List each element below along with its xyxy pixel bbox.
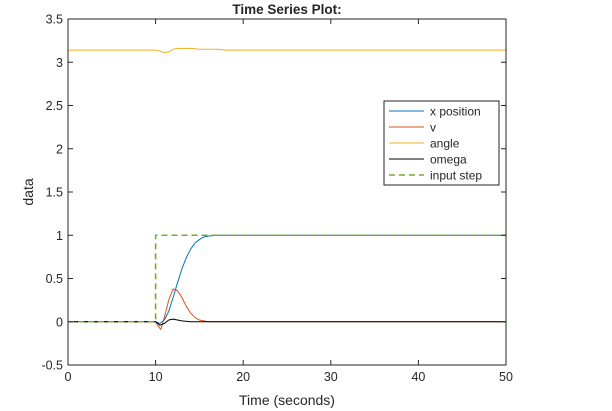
y-tick-label: 2: [56, 142, 63, 156]
y-tick-label: 3: [56, 56, 63, 70]
legend-label: omega: [430, 153, 467, 167]
series-layer: [68, 47, 506, 331]
y-tick-label: 0.5: [46, 272, 63, 286]
chart-title: Time Series Plot:: [232, 2, 341, 17]
y-tick-label: 1.5: [46, 186, 63, 200]
y-tick-label: 2.5: [46, 99, 63, 113]
x-tick-label: 10: [149, 370, 163, 384]
y-tick-label: 1: [56, 229, 63, 243]
y-axis-label: data: [20, 178, 36, 205]
series-line-4: [68, 234, 506, 323]
y-tick-label: 0: [56, 315, 63, 329]
series-line-3: [68, 318, 506, 326]
x-axis-label: Time (seconds): [239, 392, 335, 408]
y-tick-label: 3.5: [46, 13, 63, 27]
series-line-1: [68, 288, 506, 331]
legend-label: v: [430, 121, 436, 135]
legend: x position v angle omega input step: [383, 100, 500, 186]
ticks-layer: 0 10 20 30 40 50-0.500.511.522.533.5: [41, 13, 513, 385]
x-tick-label: 20: [236, 370, 250, 384]
series-line-2: [68, 47, 506, 54]
x-tick-label: 0: [65, 370, 72, 384]
x-tick-label: 40: [411, 370, 425, 384]
legend-label: input step: [430, 169, 482, 183]
legend-label: angle: [430, 137, 460, 151]
x-tick-label: 30: [324, 370, 338, 384]
x-tick-label: 50: [499, 370, 513, 384]
y-tick-label: -0.5: [41, 359, 63, 373]
legend-label: x position: [430, 105, 481, 119]
plot-area: [68, 19, 506, 365]
